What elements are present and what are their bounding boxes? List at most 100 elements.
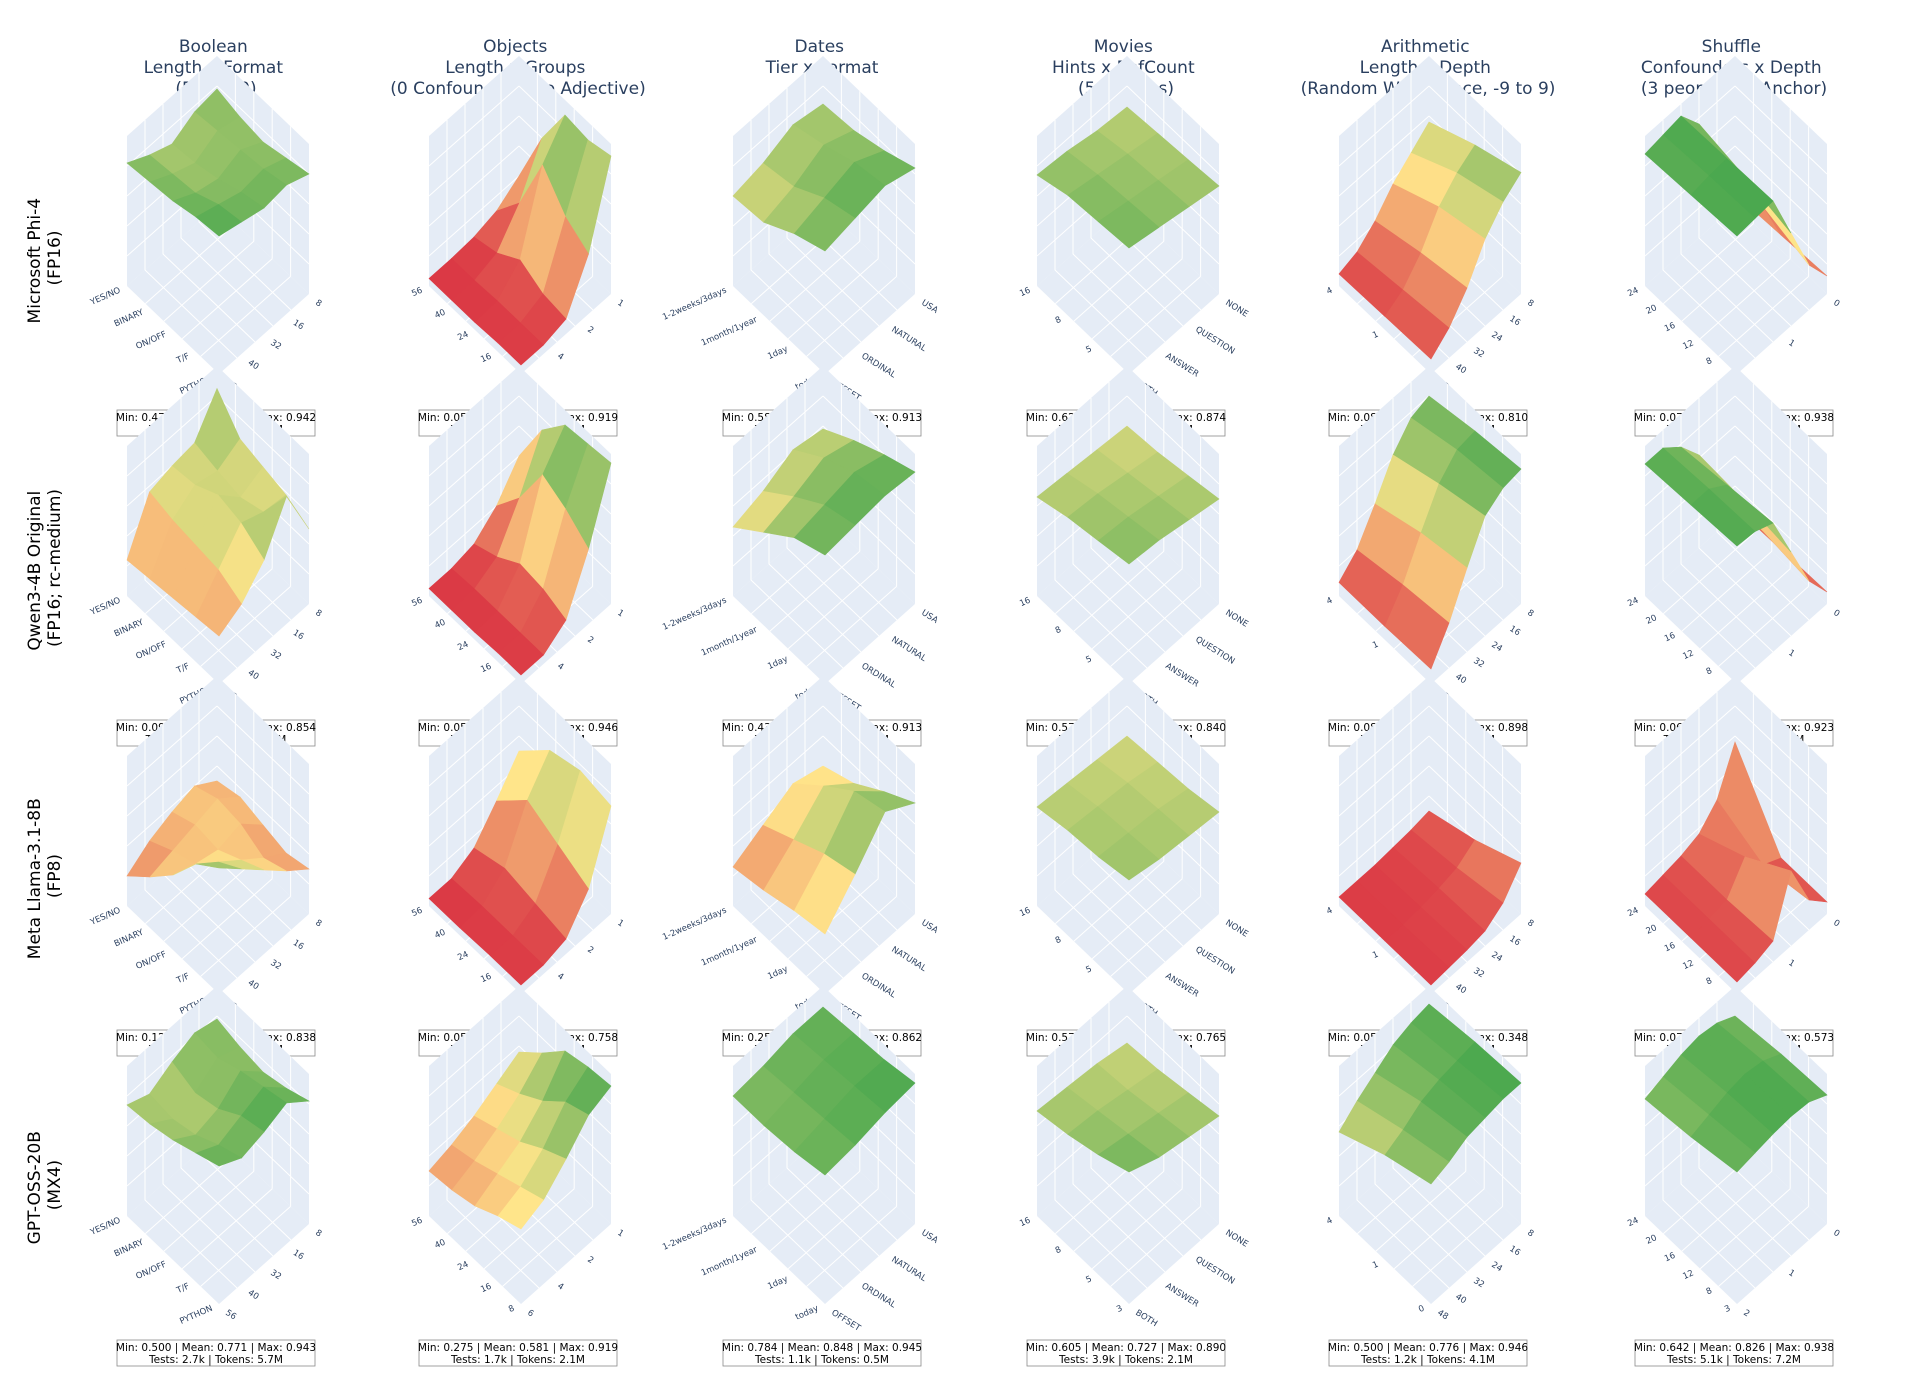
y-tick-label: 40 (1453, 982, 1467, 996)
x-tick-label: 5 (1084, 344, 1093, 355)
left-wall-pane (1339, 56, 1429, 286)
x-tick-label: 1month/1year (700, 935, 760, 969)
stats-line-2: Tests: 2.7k | Tokens: 5.7M (148, 1354, 283, 1366)
x-tick-label: BINARY (113, 617, 146, 639)
surface (428, 1050, 612, 1230)
x-tick-label: 56 (410, 1216, 424, 1230)
surface (1036, 425, 1220, 565)
y-tick-label: 8 (1525, 298, 1535, 309)
x-tick-label: 1day (766, 344, 789, 362)
x-tick-label: 40 (433, 1238, 447, 1252)
x-tick-label: ON/OFF (135, 1260, 169, 1282)
stats-box (116, 1339, 316, 1367)
x-tick-label: T/F (174, 662, 191, 677)
row-labels: Microsoft Phi-4 (FP16) Qwen3-4B Original… (25, 193, 65, 1244)
x-tick-label: 4 (1325, 286, 1334, 297)
surface-patch (1690, 918, 1756, 983)
surface (1644, 1015, 1828, 1173)
y-tick-label: NONE (1223, 608, 1249, 630)
stats-line-2: Tests: 3.9k | Tokens: 2.1M (1058, 1354, 1193, 1366)
y-tick-label: 1 (615, 1228, 625, 1239)
y-tick-label: 6 (525, 1308, 535, 1319)
x-tick-label: 20 (1645, 1233, 1659, 1247)
x-tick-label: 16 (479, 352, 493, 366)
stats-line-2: Tests: 1.7k | Tokens: 2.1M (450, 1354, 585, 1366)
x-tick-label: 1-2weeks/3days (661, 905, 729, 942)
y-tick-label: QUESTION (1193, 325, 1236, 357)
surface-patch (1097, 516, 1160, 565)
x-tick-label: 24 (456, 330, 470, 344)
right-wall-pane (1735, 676, 1827, 914)
x-tick-label: YES/NO (88, 595, 122, 618)
x-tick-label: 16 (1663, 321, 1677, 335)
x-tick-label: BINARY (113, 927, 146, 949)
x-tick-label: 5 (1084, 654, 1093, 665)
y-tick-label: 0 (1831, 1228, 1841, 1239)
stats-line-1: Min: 0.784 | Mean: 0.848 | Max: 0.945 (722, 1342, 922, 1354)
x-tick-label: 16 (1018, 1216, 1032, 1230)
y-tick-label: QUESTION (1193, 1255, 1236, 1287)
left-wall-pane (1339, 676, 1429, 906)
y-tick-label: OFFSET (829, 1308, 862, 1334)
x-tick-label: 1day (766, 654, 789, 672)
x-tick-label: 1-2weeks/3days (661, 285, 729, 322)
x-tick-label: 1-2weeks/3days (661, 595, 729, 632)
y-tick-label: 1 (1786, 338, 1796, 349)
x-tick-label: 8 (1054, 625, 1063, 636)
x-tick-label: 8 (1054, 1245, 1063, 1256)
surface (732, 103, 916, 252)
y-tick-label: QUESTION (1193, 945, 1236, 977)
floor-pane (733, 516, 915, 684)
surface-patch (1097, 832, 1160, 881)
x-tick-label: 16 (1018, 596, 1032, 610)
y-tick-label: ANSWER (1163, 1281, 1200, 1309)
x-tick-label: 3 (1723, 1304, 1732, 1315)
row-label-phi4: Microsoft Phi-4 (FP16) (25, 193, 65, 324)
floor-pane (1037, 826, 1219, 994)
y-tick-label: 16 (291, 1248, 305, 1262)
y-tick-label: ORDINAL (859, 661, 897, 690)
y-tick-label: 2 (585, 325, 595, 336)
stats-box (1026, 1339, 1226, 1367)
surface (1338, 1003, 1522, 1185)
y-tick-label: 32 (1471, 656, 1485, 670)
y-tick-label: 48 (1435, 1308, 1449, 1322)
y-tick-label: 16 (291, 628, 305, 642)
y-tick-label: 16 (1507, 934, 1521, 948)
surface-patch (1097, 1133, 1160, 1173)
x-tick-label: T/F (174, 1282, 191, 1297)
stats-box (1328, 1339, 1528, 1367)
surface-patch (1097, 200, 1160, 249)
y-tick-label: 1 (615, 608, 625, 619)
x-tick-label: 3 (1115, 1304, 1124, 1315)
floor-pane (127, 1136, 309, 1304)
y-tick-label: 0 (1831, 298, 1841, 309)
x-tick-label: 0 (1417, 1304, 1426, 1315)
stats-box (1634, 1339, 1834, 1367)
y-tick-label: 8 (1525, 918, 1535, 929)
panel-r1-c0: PYTHONT/FON/OFFBINARYYES/NO816324056Min:… (88, 366, 323, 747)
y-tick-label: BOTH (1133, 1308, 1159, 1329)
y-tick-label: 40 (246, 358, 260, 372)
x-tick-label: 24 (456, 1260, 470, 1274)
x-tick-label: 16 (479, 662, 493, 676)
y-tick-label: 24 (1489, 950, 1503, 964)
left-wall-pane (429, 366, 519, 596)
surface (1036, 106, 1220, 249)
x-tick-label: 5 (1084, 1274, 1093, 1285)
x-tick-label: 8 (1705, 356, 1714, 367)
surface-patch (1690, 1114, 1756, 1173)
x-tick-label: 1 (1371, 330, 1380, 341)
surface-patch (195, 1144, 243, 1167)
stats-box (418, 1339, 618, 1367)
surface (1644, 115, 1828, 277)
x-tick-label: 16 (479, 1282, 493, 1296)
x-tick-label: PYTHON (178, 1304, 214, 1327)
y-tick-label: 32 (1471, 1276, 1485, 1290)
x-tick-label: 12 (1681, 1268, 1695, 1282)
